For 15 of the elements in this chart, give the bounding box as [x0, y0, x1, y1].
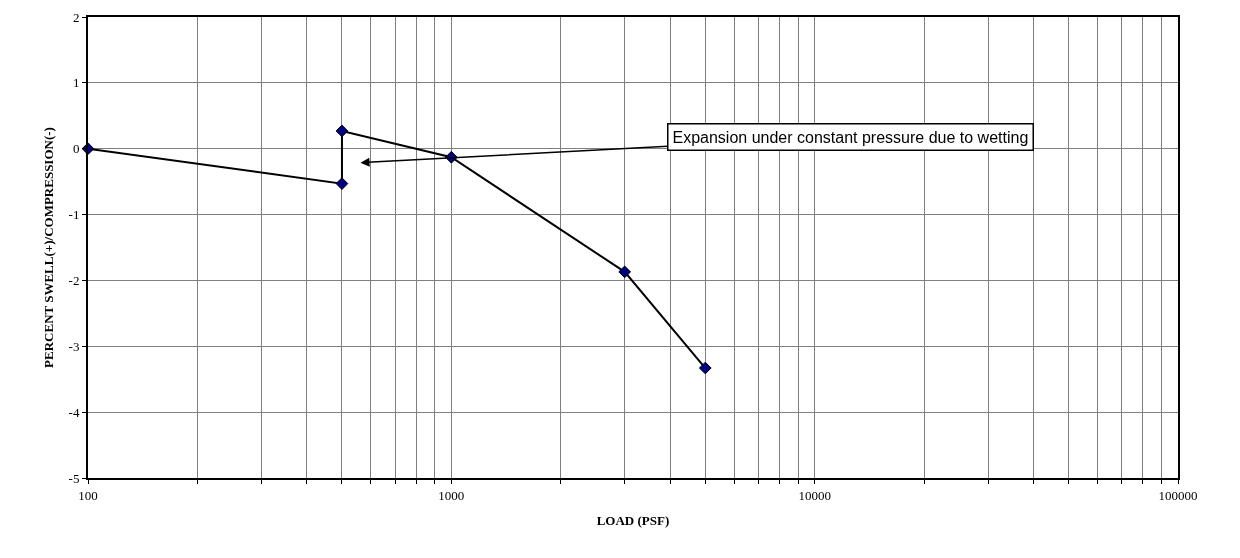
x-axis-title: LOAD (PSF): [596, 512, 670, 528]
y-axis-title: PERCENT SWELL(+)/COMPRESSION(-): [41, 127, 57, 368]
x-tick-label: 100: [78, 487, 98, 503]
y-tick-label: 2: [72, 9, 80, 25]
y-tick-label: -1: [68, 207, 80, 223]
y-tick-label: -4: [68, 404, 80, 420]
y-tick-label: 1: [72, 75, 80, 91]
y-tick-label: -5: [68, 470, 80, 486]
x-tick-label: 100000: [1158, 487, 1198, 503]
y-tick-label: -3: [68, 338, 80, 354]
y-tick-label: -2: [68, 272, 80, 288]
x-tick-label: 1000: [438, 487, 465, 503]
x-tick-label: 10000: [798, 487, 831, 503]
annotation: Expansion under constant pressure due to wetting: [672, 128, 1029, 146]
y-tick-label: 0: [72, 141, 80, 157]
